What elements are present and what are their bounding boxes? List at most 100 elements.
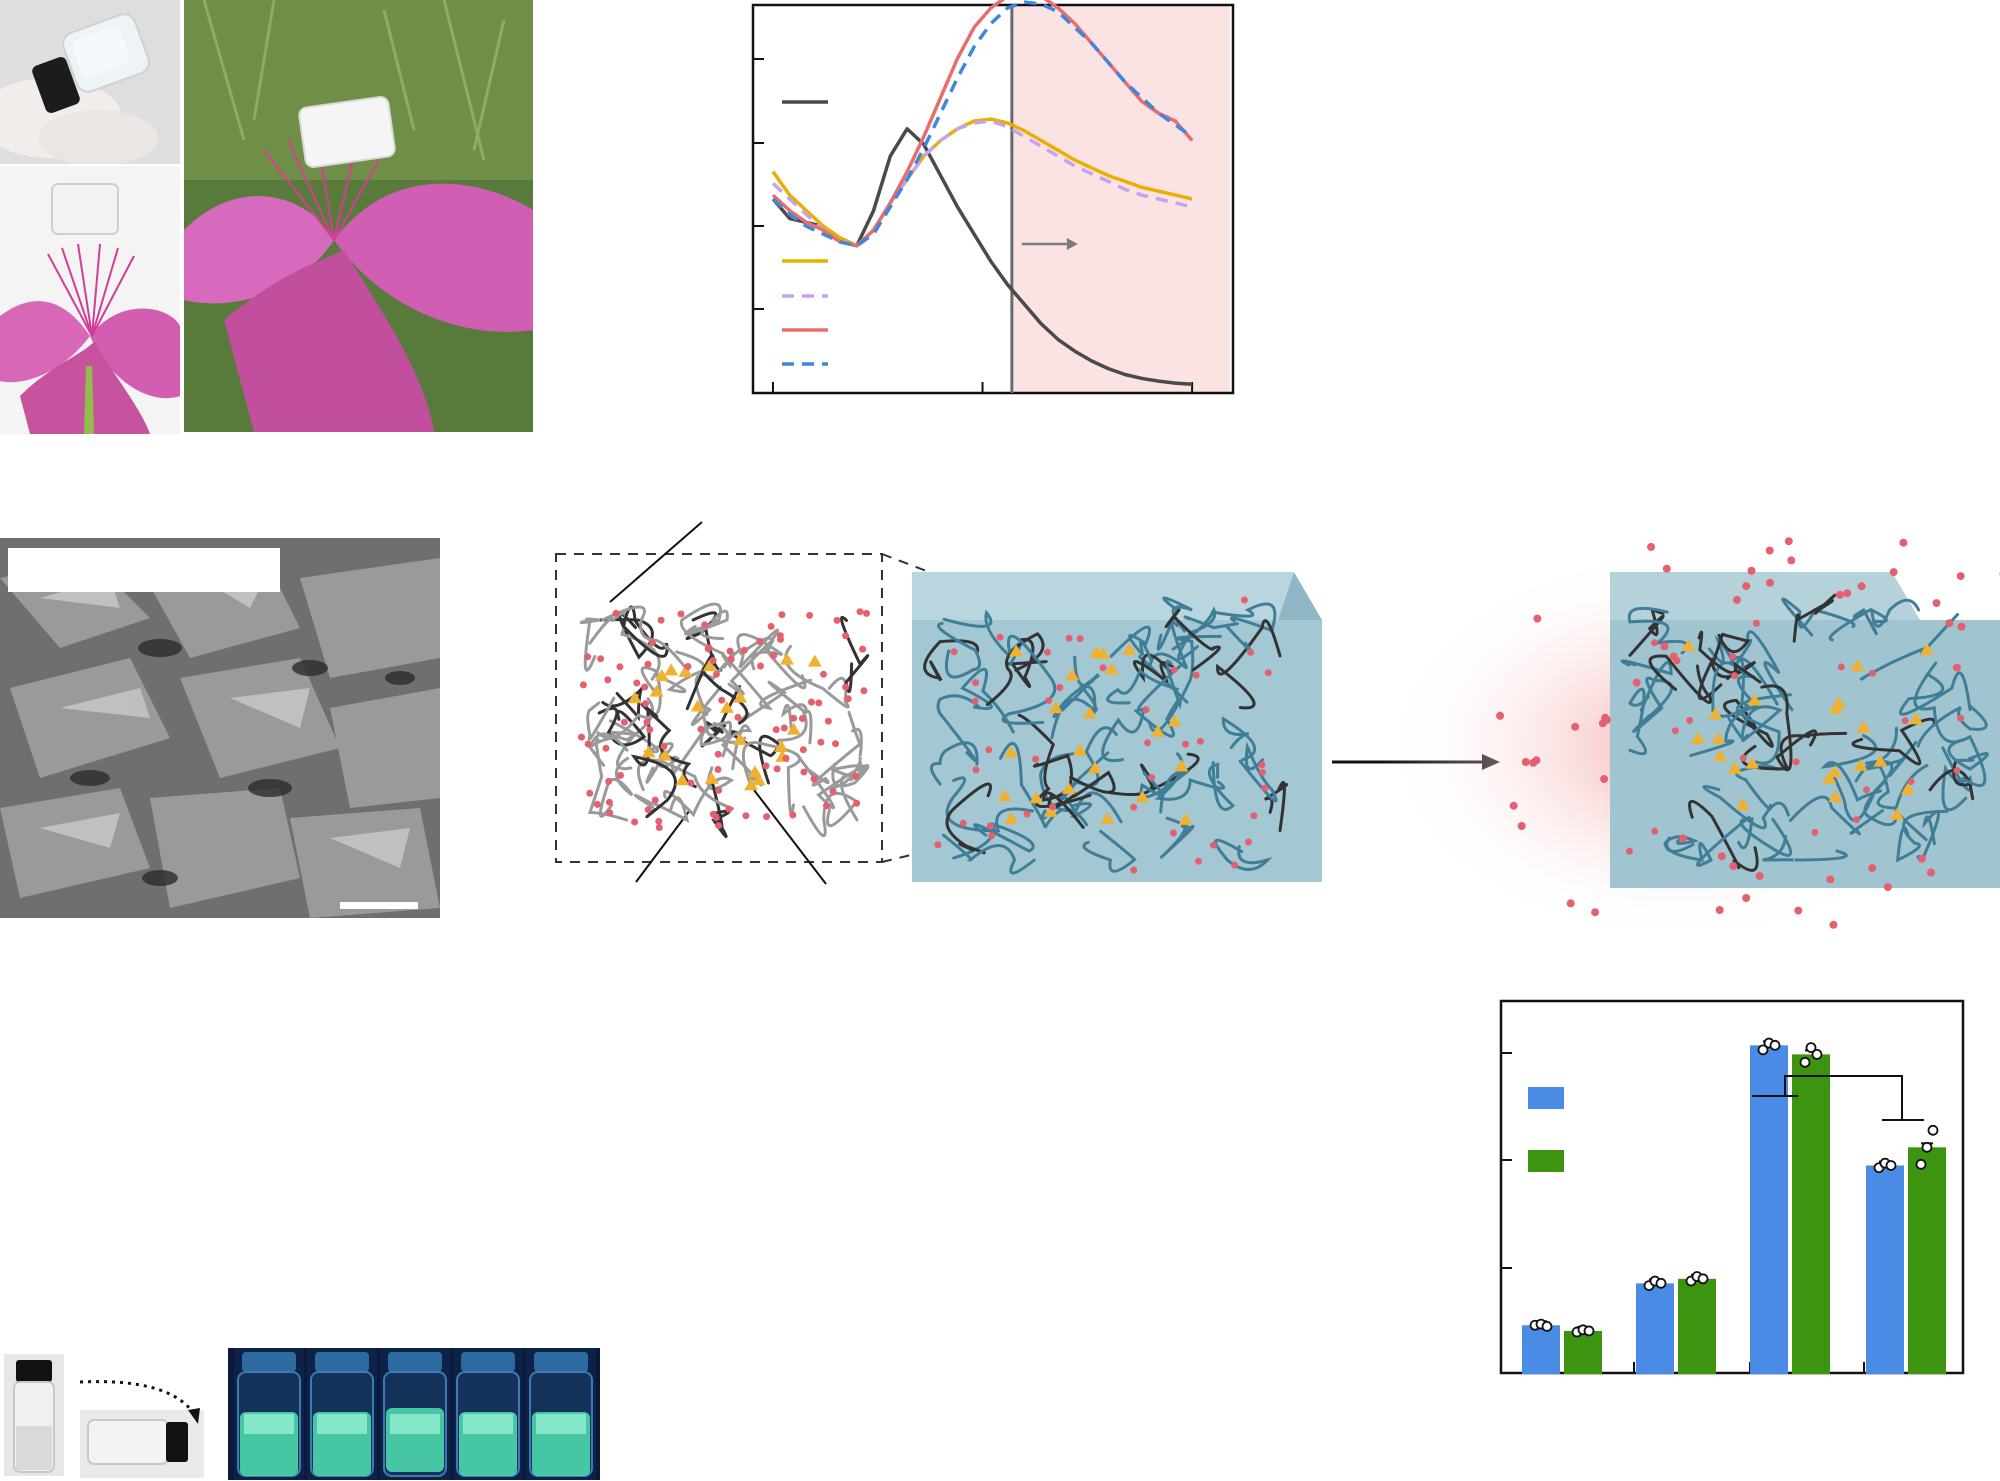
particle (1901, 717, 1909, 725)
particle (1651, 639, 1658, 647)
emitted-particle (1857, 582, 1866, 591)
emitted-particle (1729, 862, 1738, 871)
particle (1752, 619, 1760, 627)
particle (651, 796, 659, 804)
particle (1626, 847, 1633, 855)
emitted-particle (1784, 537, 1793, 546)
particle (1953, 767, 1961, 774)
data-point (1915, 1158, 1927, 1170)
polymer-chain (1207, 761, 1236, 811)
emitted-particle (1742, 894, 1751, 902)
crosslink-cluster (1174, 759, 1189, 772)
emitted-particle (1843, 589, 1852, 598)
emitted-particle (1660, 642, 1669, 651)
polymer-chain (1741, 731, 1848, 771)
particle (782, 754, 790, 762)
emitted-particle (1755, 871, 1764, 880)
crosslink-cluster (1735, 797, 1750, 810)
glowing-vial (380, 1348, 450, 1480)
particle (704, 645, 712, 653)
polymer-chain (1001, 634, 1057, 725)
polymer-chain (1214, 838, 1273, 871)
particle (602, 744, 610, 752)
crosslink-cluster (1048, 701, 1063, 714)
crosslink-cluster (1122, 643, 1137, 656)
particle (800, 768, 808, 776)
particle (1240, 596, 1248, 604)
emitted-particle (1647, 542, 1655, 551)
polymer-chain (1238, 741, 1278, 803)
crosslink-cluster (1009, 644, 1024, 657)
glowing-vial (234, 1348, 304, 1480)
particle (1231, 861, 1239, 869)
glowing-vial (453, 1348, 523, 1480)
emitted-particle (1787, 556, 1796, 565)
particle (859, 645, 867, 653)
particle (641, 683, 649, 691)
crosslink-cluster (1900, 782, 1915, 795)
particle (660, 742, 668, 750)
polymer-chain (929, 741, 979, 786)
crosslink-cluster (1135, 790, 1150, 803)
emitted-particle (1566, 899, 1575, 908)
bar-blue (1750, 1045, 1788, 1374)
polymer-chain (1916, 810, 1940, 862)
particle (1264, 669, 1272, 677)
polymer-chain (1050, 684, 1098, 740)
polymer-chain (784, 644, 850, 709)
particle (860, 687, 868, 695)
particle (823, 802, 831, 810)
crosslink-cluster (1747, 693, 1762, 706)
polymer-chain (960, 667, 1015, 734)
particle (1170, 829, 1177, 837)
crosslink-cluster (1087, 761, 1102, 774)
particle (832, 740, 839, 748)
emitted-particle (1678, 834, 1687, 843)
bar-chart (1499, 999, 1965, 1375)
polymer-chain (1828, 607, 1878, 642)
emitted-particle (1669, 652, 1678, 661)
polymer-chain (945, 782, 992, 855)
particle (1076, 635, 1084, 643)
particle (1247, 648, 1255, 656)
pointer-line (753, 789, 827, 885)
crosslink-cluster (1727, 761, 1742, 774)
bar-green (1564, 1330, 1602, 1374)
particle (972, 679, 980, 687)
polymer-chain (1762, 835, 1848, 862)
crosslink-cluster (1072, 743, 1087, 756)
particle (762, 762, 770, 770)
polymer-chain (598, 756, 634, 818)
emitted-particle (1733, 595, 1741, 604)
particle (1258, 761, 1266, 769)
inset-box (555, 553, 883, 863)
particle (687, 779, 695, 787)
polymer-chain (1702, 785, 1790, 830)
particle (1045, 697, 1053, 704)
crosslink-cluster (1708, 707, 1723, 720)
emitted-particle (1509, 801, 1518, 810)
particle (833, 616, 841, 624)
glowing-vial (307, 1348, 377, 1480)
particle (742, 812, 750, 820)
polymer-chain (608, 719, 674, 784)
particle (646, 726, 654, 734)
particle (709, 810, 717, 818)
data-point (1927, 1124, 1939, 1136)
particle (763, 813, 771, 821)
particle (789, 811, 797, 819)
polymer-chain (936, 694, 980, 762)
sem-micrograph (0, 538, 440, 918)
crosslink-cluster (733, 690, 748, 703)
particle (604, 676, 612, 684)
polymer-chain (601, 685, 648, 722)
particle (1049, 803, 1057, 811)
particle (605, 798, 613, 806)
particle (593, 800, 601, 808)
particle (725, 805, 733, 813)
polymer-chain (1134, 659, 1182, 738)
emitted-particle (1600, 775, 1609, 783)
emitted-particle (1571, 722, 1580, 731)
particle (1130, 866, 1138, 874)
particle (778, 611, 786, 619)
